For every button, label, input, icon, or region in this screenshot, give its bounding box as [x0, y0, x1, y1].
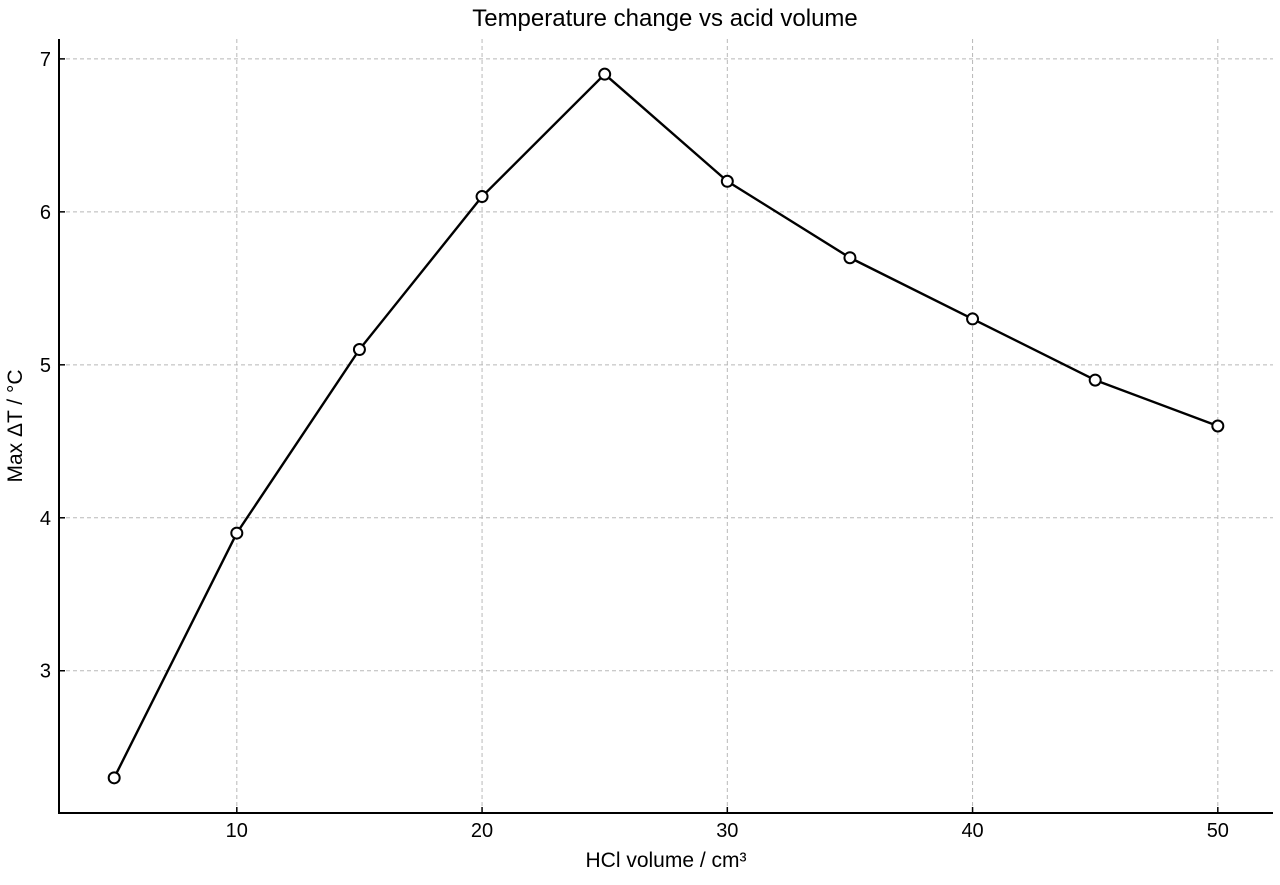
y-tick-label: 7	[40, 49, 51, 71]
chart-title: Temperature change vs acid volume	[472, 5, 858, 32]
data-point	[966, 312, 980, 326]
y-axis-label: Max ΔT / °C	[4, 369, 27, 482]
data-point	[1211, 419, 1225, 433]
data-point	[843, 251, 857, 265]
data-point	[352, 343, 366, 357]
grid-layer	[59, 39, 1273, 813]
x-tick-label: 40	[961, 820, 983, 842]
data-point	[230, 526, 244, 540]
data-point	[107, 771, 121, 785]
x-tick-label: 20	[471, 820, 493, 842]
axes-layer	[58, 39, 1273, 814]
ticks-layer: 10 20 30 40 50 3 4 5 6 7	[40, 49, 1229, 842]
y-tick-label: 4	[40, 508, 51, 530]
data-point	[1088, 373, 1102, 387]
x-axis-label: HCl volume / cm³	[585, 849, 746, 872]
data-point	[598, 67, 612, 81]
data-point	[720, 174, 734, 188]
y-tick-label: 6	[40, 202, 51, 224]
series-layer	[107, 67, 1225, 785]
series-line	[113, 72, 1219, 779]
y-tick-label: 3	[40, 661, 51, 683]
data-point	[475, 190, 489, 204]
x-tick-label: 30	[716, 820, 738, 842]
x-tick-label: 50	[1207, 820, 1229, 842]
x-tick-label: 10	[226, 820, 248, 842]
y-tick-label: 5	[40, 355, 51, 377]
